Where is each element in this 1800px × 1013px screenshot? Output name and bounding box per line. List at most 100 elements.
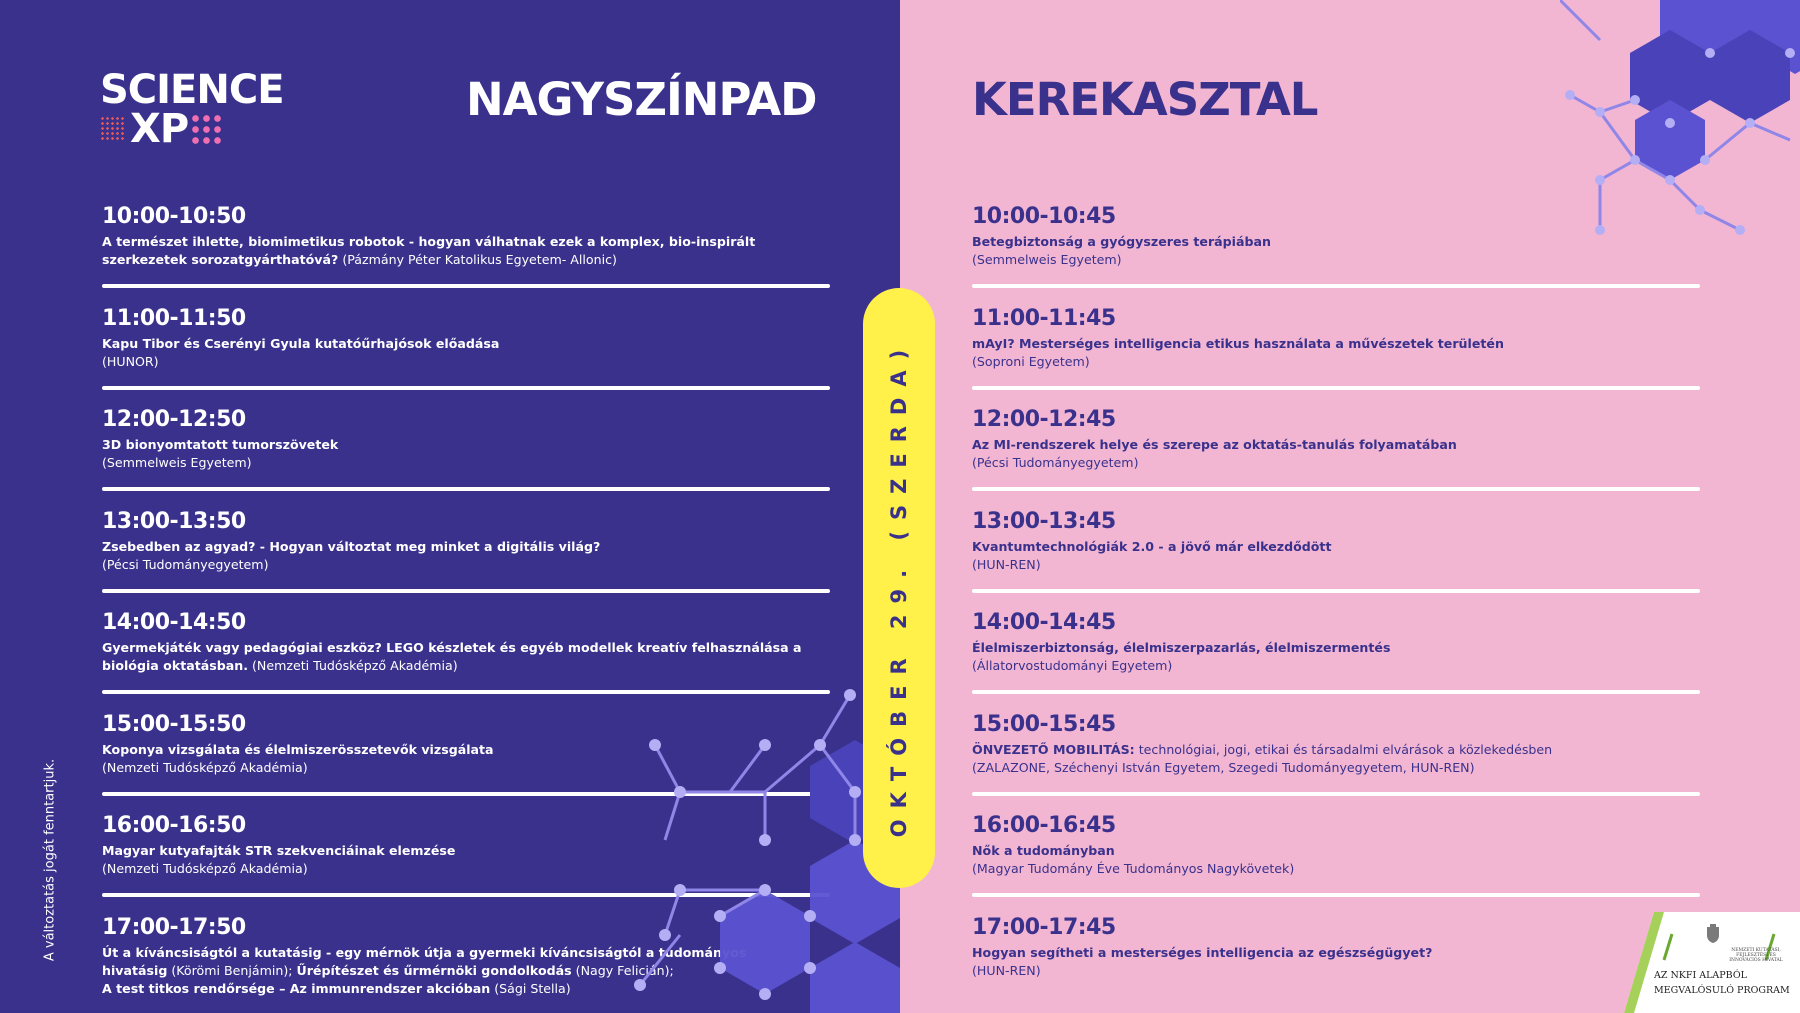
- divider: [102, 284, 830, 288]
- session-time: 10:00-10:50: [102, 204, 246, 229]
- nkfi-badge-line-2: MEGVALÓSULÓ PROGRAM: [1654, 985, 1790, 996]
- logo-line-1: SCIENCE: [100, 66, 285, 113]
- logo-line-2: XP: [130, 105, 189, 152]
- session-title: Út a kíváncsiságtól a kutatásig - egy mé…: [102, 944, 747, 978]
- nkfi-badge-background: [1624, 912, 1800, 1013]
- session-description: Hogyan segítheti a mesterséges intellige…: [972, 944, 1700, 980]
- session-title: Koponya vizsgálata és élelmiszerösszetev…: [102, 741, 494, 757]
- divider: [972, 893, 1700, 897]
- session-org: (Semmelweis Egyetem): [102, 455, 252, 470]
- session-time: 13:00-13:50: [102, 508, 246, 534]
- schedule-item: 14:00-14:45 Élelmiszerbiztonság, élelmis…: [972, 609, 1700, 711]
- session-org: (Körömi Benjámin);: [171, 962, 293, 978]
- session-title: Zsebedben az agyad? - Hogyan változtat m…: [102, 538, 601, 554]
- divider: [972, 690, 1700, 694]
- disclaimer-note: A változtatás jogát fenntartjuk.: [42, 758, 58, 962]
- schedule-item: 16:00-16:50 Magyar kutyafajták STR szekv…: [102, 812, 830, 914]
- right-stage-title: KEREKASZTAL: [972, 73, 1318, 126]
- schedule-item: 12:00-12:50 3D bionyomtatott tumorszövet…: [102, 406, 830, 508]
- nkfi-agency-name: Nemzeti Kutatási, Fejlesztési és Innovác…: [1729, 948, 1783, 963]
- session-title: Űrépítészet és űrmérnöki gondolkodás: [296, 962, 572, 978]
- session-org: (HUN-REN): [972, 962, 1041, 978]
- session-title: Magyar kutyafajták STR szekvenciáinak el…: [102, 843, 456, 858]
- session-description: A természet ihlette, biomimetikus roboto…: [102, 233, 830, 269]
- session-title: mAyI? Mesterséges intelligencia etikus h…: [972, 335, 1504, 351]
- schedule-item: 11:00-11:50 Kapu Tibor és Cserényi Gyula…: [102, 305, 830, 407]
- session-org: (Nemzeti Tudósképző Akadémia): [252, 658, 458, 673]
- session-description: Betegbiztonság a gyógyszeres terápiában (…: [972, 233, 1700, 269]
- left-panel: [0, 0, 900, 1013]
- session-time: 16:00-16:50: [102, 813, 246, 838]
- logo-dot-pattern-icon: [100, 115, 126, 142]
- schedule-item: 15:00-15:45 ÖNVEZETŐ MOBILITÁS: technoló…: [972, 711, 1700, 813]
- session-title: A test titkos rendőrsége – Az immunrends…: [102, 980, 491, 996]
- session-title: Nők a tudományban: [972, 843, 1115, 858]
- session-description: Gyermekjáték vagy pedagógiai eszköz? LEG…: [102, 639, 830, 675]
- session-time: 14:00-14:45: [972, 610, 1116, 635]
- divider: [102, 487, 830, 491]
- hexagon-network-decoration-right: [1560, 0, 1800, 235]
- session-description: Zsebedben az agyad? - Hogyan változtat m…: [102, 538, 830, 574]
- session-time: 15:00-15:50: [102, 711, 246, 737]
- session-description: 3D bionyomtatott tumorszövetek (Semmelwei…: [102, 436, 830, 472]
- session-time: 17:00-17:50: [102, 914, 246, 940]
- session-title: 3D bionyomtatott tumorszövetek: [102, 437, 339, 452]
- session-title-rest: technológiai, jogi, etikai és társadalmi…: [1138, 741, 1553, 757]
- session-description: ÖNVEZETŐ MOBILITÁS: technológiai, jogi, …: [972, 741, 1700, 777]
- nkfi-badge-text: AZ NKFI ALAPBÓL MEGVALÓSULÓ PROGRAM: [1654, 968, 1800, 998]
- schedule-item: 14:00-14:50 Gyermekjáték vagy pedagógiai…: [102, 609, 830, 711]
- session-title: A természet ihlette, biomimetikus roboto…: [102, 234, 756, 267]
- left-schedule: 10:00-10:50 A természet ihlette, biomime…: [102, 203, 830, 1013]
- date-label: OKTÓBER 29. (SZERDA): [887, 338, 911, 838]
- divider: [102, 690, 830, 694]
- schedule-item: 15:00-15:50 Koponya vizsgálata és élelmi…: [102, 711, 830, 813]
- divider: [102, 385, 830, 390]
- schedule-item: 10:00-10:50 A természet ihlette, biomime…: [102, 203, 830, 305]
- left-stage-title: NAGYSZÍNPAD: [466, 73, 817, 126]
- schedule-item: 13:00-13:50 Zsebedben az agyad? - Hogyan…: [102, 508, 830, 610]
- divider: [102, 588, 830, 593]
- session-description: Nők a tudományban (Magyar Tudomány Éve Tu…: [972, 842, 1700, 878]
- session-org: (Pécsi Tudományegyetem): [972, 455, 1139, 470]
- session-org: (Semmelweis Egyetem): [972, 252, 1122, 267]
- session-time: 15:00-15:45: [972, 711, 1116, 737]
- session-description: Magyar kutyafajták STR szekvenciáinak el…: [102, 842, 830, 878]
- divider: [102, 791, 830, 796]
- session-description: Kvantumtechnológiák 2.0 - a jövő már elk…: [972, 538, 1700, 574]
- session-title: Kvantumtechnológiák 2.0 - a jövő már elk…: [972, 538, 1332, 554]
- session-title: Kapu Tibor és Cserényi Gyula kutatóűrhaj…: [102, 335, 500, 351]
- session-org: (Állatorvostudományi Egyetem): [972, 658, 1173, 673]
- session-org: (Nemzeti Tudósképző Akadémia): [102, 861, 308, 876]
- session-time: 11:00-11:50: [102, 305, 246, 331]
- schedule-item: 10:00-10:45 Betegbiztonság a gyógyszeres…: [972, 203, 1700, 305]
- session-time: 16:00-16:45: [972, 813, 1116, 838]
- session-org: (Sági Stella): [494, 980, 571, 996]
- session-time: 14:00-14:50: [102, 610, 246, 635]
- session-title: Gyermekjáték vagy pedagógiai eszköz? LEG…: [102, 640, 802, 673]
- session-title: Az MI-rendszerek helye és szerepe az okt…: [972, 437, 1457, 452]
- right-schedule: 10:00-10:45 Betegbiztonság a gyógyszeres…: [972, 203, 1700, 1013]
- date-pill: OKTÓBER 29. (SZERDA): [863, 288, 935, 888]
- hexagon-network-decoration-left: [634, 689, 900, 1013]
- session-org: (HUN-REN): [972, 556, 1041, 572]
- divider: [972, 487, 1700, 491]
- session-time: 12:00-12:50: [102, 407, 246, 432]
- session-org: (Pécsi Tudományegyetem): [102, 556, 269, 572]
- session-title: Hogyan segítheti a mesterséges intellige…: [972, 944, 1433, 960]
- coat-of-arms-icon: [1706, 924, 1720, 948]
- session-description: Az MI-rendszerek helye és szerepe az okt…: [972, 436, 1700, 472]
- session-time: 13:00-13:45: [972, 508, 1116, 534]
- session-title: ÖNVEZETŐ MOBILITÁS:: [972, 741, 1135, 757]
- session-org: (Nemzeti Tudósképző Akadémia): [102, 759, 308, 775]
- session-time: 10:00-10:45: [972, 204, 1116, 229]
- session-description: Élelmiszerbiztonság, élelmiszerpazarlás,…: [972, 639, 1700, 675]
- schedule-item: 12:00-12:45 Az MI-rendszerek helye és sz…: [972, 406, 1700, 508]
- divider: [972, 284, 1700, 288]
- session-time: 11:00-11:45: [972, 305, 1116, 331]
- session-org: (Magyar Tudomány Éve Tudományos Nagyköve…: [972, 861, 1295, 876]
- science-expo-logo: SCIENCE XP: [100, 66, 310, 152]
- schedule-item: 17:00-17:45 Hogyan segítheti a mesterség…: [972, 914, 1700, 1013]
- session-time: 12:00-12:45: [972, 407, 1116, 432]
- session-org: (Pázmány Péter Katolikus Egyetem- Alloni…: [342, 252, 617, 267]
- session-description: Kapu Tibor és Cserényi Gyula kutatóűrhaj…: [102, 335, 830, 371]
